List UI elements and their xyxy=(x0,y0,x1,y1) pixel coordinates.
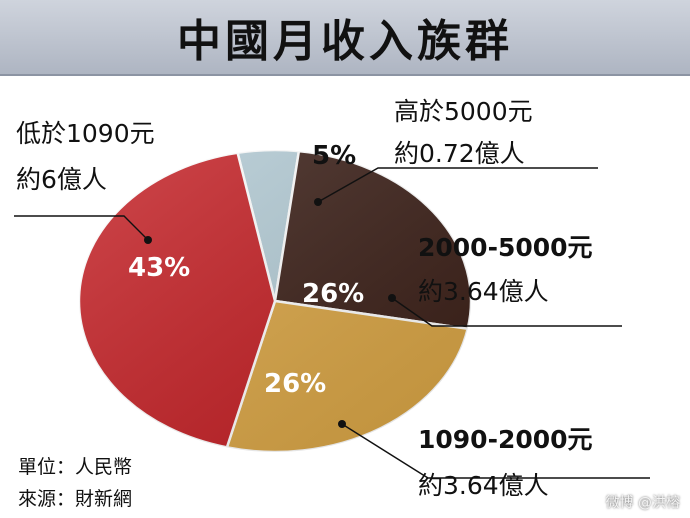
label-lt1090: 低於1090元 xyxy=(16,119,155,148)
leader-dot-1090-2000 xyxy=(338,420,346,428)
pie-shading xyxy=(79,150,471,452)
slice-pct-gt5000: 5% xyxy=(312,141,356,171)
leader-dot-2000-5000 xyxy=(388,294,396,302)
leader-line-2000-5000 xyxy=(391,297,622,327)
sub-1090-2000: 約3.64億人 xyxy=(418,471,549,500)
watermark: 微博 @洪榕 xyxy=(605,495,680,511)
slice-pct-1090-2000: 26% xyxy=(264,369,326,399)
pie-chart: 5% 26% 26% 43% 高於5000元 約0.72億人 2000-5000… xyxy=(14,97,650,500)
slice-pct-lt1090: 43% xyxy=(128,253,190,283)
sub-2000-5000: 約3.64億人 xyxy=(418,277,549,306)
leader-dot-gt5000 xyxy=(314,198,322,206)
leader-line-gt5000 xyxy=(317,167,598,203)
sub-lt1090: 約6億人 xyxy=(16,165,107,194)
sub-gt5000: 約0.72億人 xyxy=(394,139,525,168)
source-note: 來源：財新網 xyxy=(18,488,133,510)
chart-area: 5% 26% 26% 43% 高於5000元 約0.72億人 2000-5000… xyxy=(0,76,690,518)
leader-line-lt1090 xyxy=(14,215,149,241)
unit-note: 單位：人民幣 xyxy=(18,456,133,478)
label-1090-2000: 1090-2000元 xyxy=(418,425,593,454)
leader-line-1090-2000 xyxy=(341,423,650,479)
page-title: 中國月收入族群 xyxy=(177,16,513,67)
label-gt5000: 高於5000元 xyxy=(394,97,533,126)
title-bar: 中國月收入族群 xyxy=(0,0,690,76)
slice-pct-2000-5000: 26% xyxy=(302,279,364,309)
label-2000-5000: 2000-5000元 xyxy=(418,233,593,262)
leader-dot-lt1090 xyxy=(144,236,152,244)
